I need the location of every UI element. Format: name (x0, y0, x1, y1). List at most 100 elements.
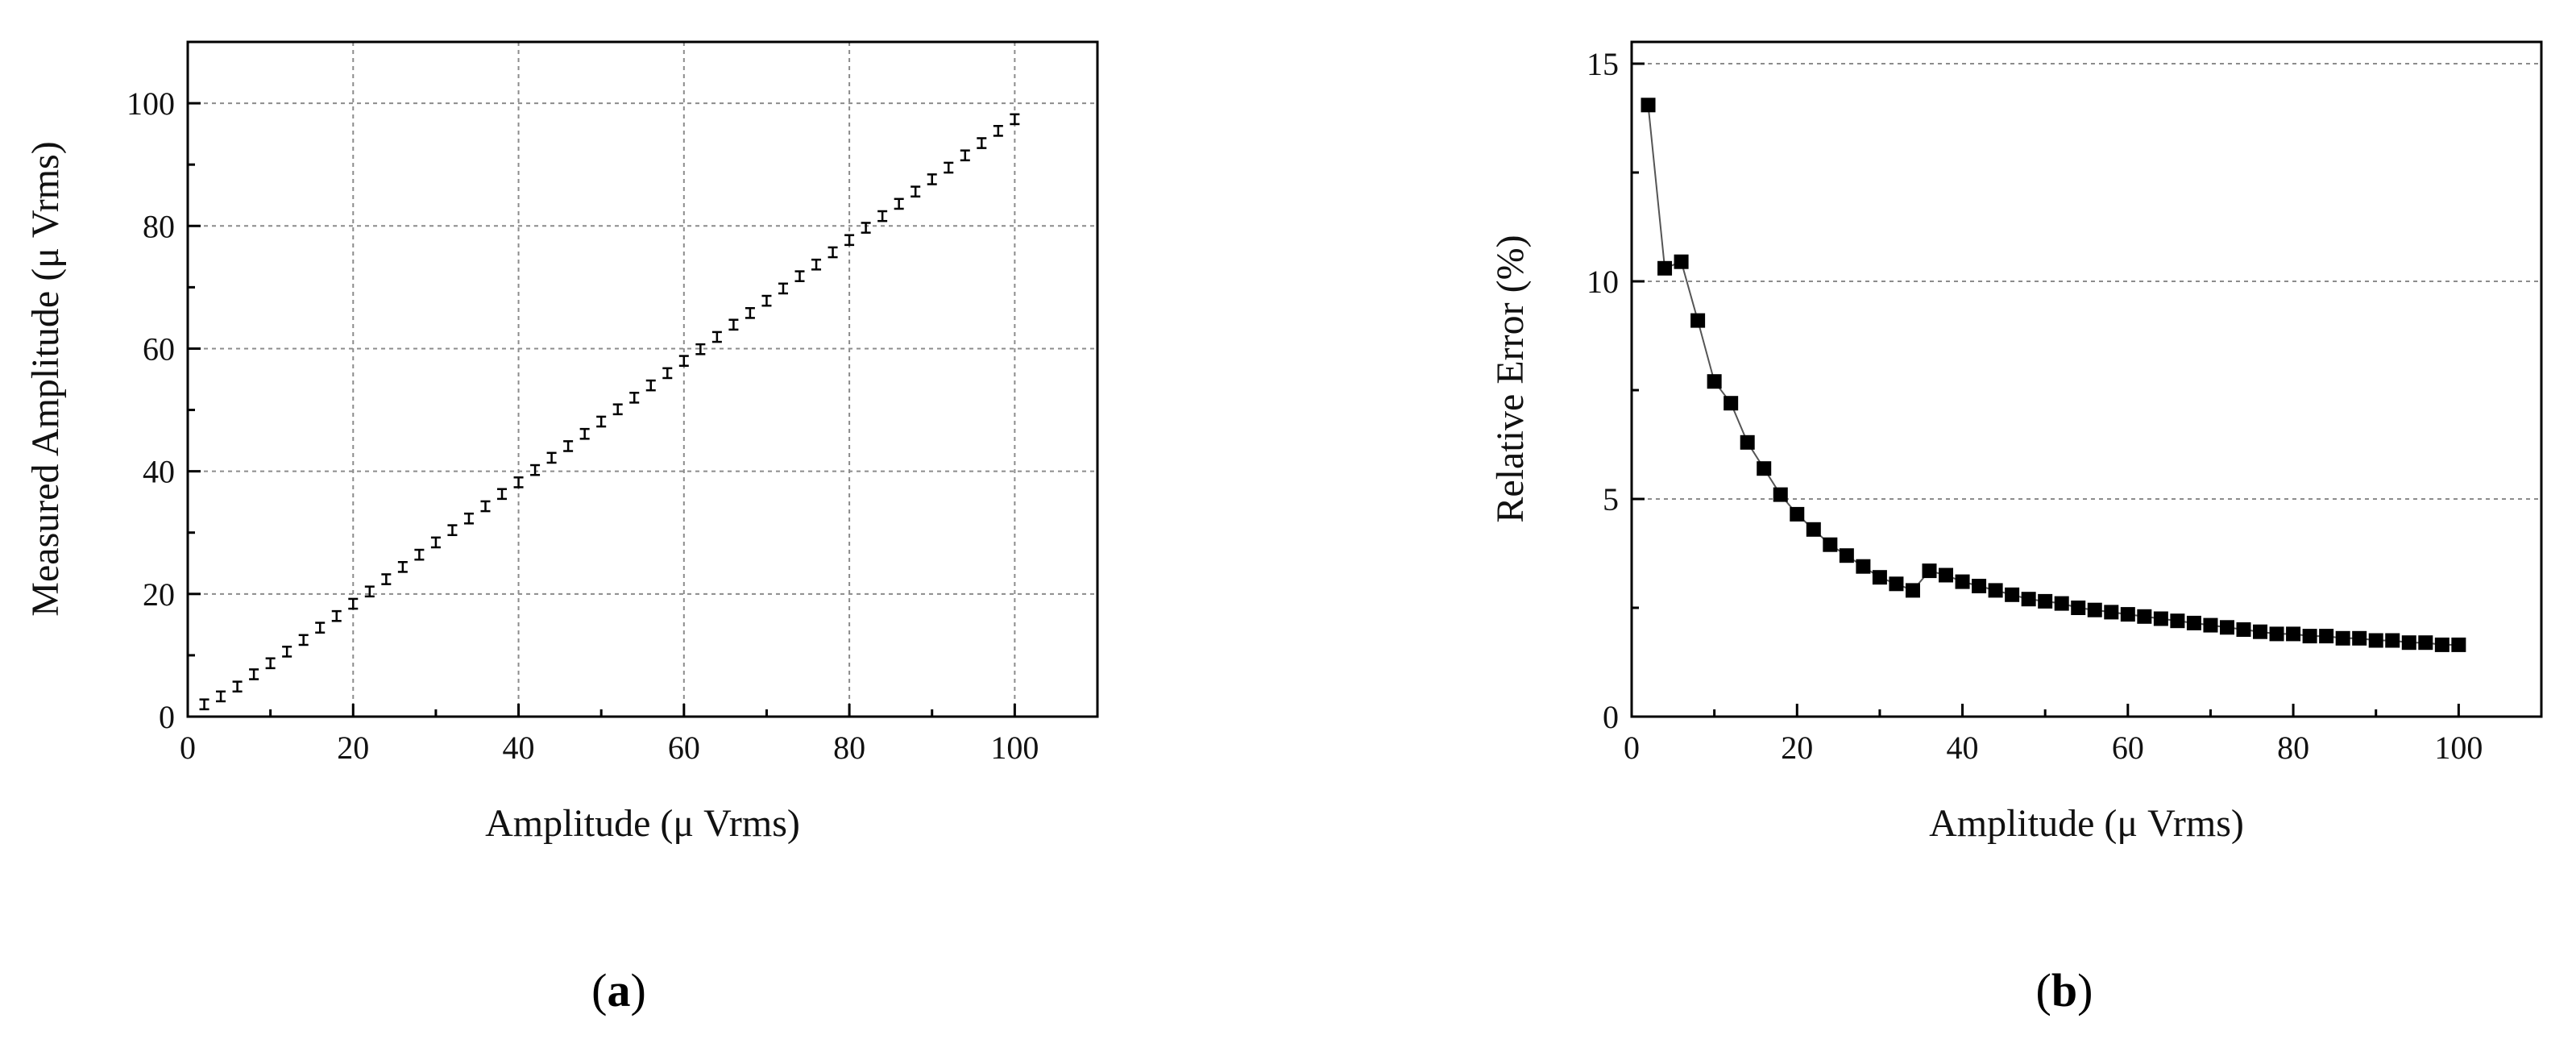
data-point-27 (629, 391, 640, 404)
data-point-24 (2021, 592, 2036, 607)
x-tick-label-20: 20 (337, 730, 369, 766)
data-point-10 (348, 597, 359, 610)
data-point-7 (1740, 434, 1755, 450)
y-tick-label-80: 80 (143, 208, 175, 244)
data-point-48 (2418, 635, 2433, 651)
data-point-29 (2104, 605, 2119, 620)
data-point-3 (1674, 254, 1689, 269)
x-tick-label-100: 100 (990, 730, 1039, 766)
data-point-43 (894, 197, 904, 210)
y-tick-label-20: 20 (143, 576, 175, 613)
data-point-5 (1707, 374, 1722, 389)
y-tick-label-100: 100 (127, 85, 175, 122)
data-point-47 (960, 149, 970, 162)
data-point-43 (2335, 630, 2350, 646)
data-point-20 (1955, 574, 1970, 589)
data-point-33 (2170, 613, 2185, 629)
data-point-4 (1690, 313, 1706, 328)
data-point-31 (695, 343, 706, 355)
data-point-34 (745, 306, 755, 319)
data-point-15 (1872, 570, 1887, 585)
chart-a: 0 20 40 60 80 100 0 20 40 60 80 100 Amplitude (μ Vrm… (24, 40, 1099, 845)
data-point-30 (2120, 607, 2135, 622)
panel-label-a: (a) (591, 964, 646, 1017)
x-tick-label-0: 0 (1624, 730, 1640, 766)
data-point-41 (2302, 629, 2317, 644)
data-point-18 (480, 500, 491, 513)
x-axis-label: Amplitude (μ Vrms) (1929, 802, 2244, 845)
data-point-14 (1856, 559, 1871, 574)
data-point-4 (249, 668, 259, 680)
data-point-26 (612, 403, 623, 416)
data-point-36 (778, 282, 788, 295)
data-point-37 (2236, 622, 2251, 637)
data-point-50 (2451, 637, 2466, 652)
data-point-21 (530, 464, 541, 476)
y-tick-label-10: 10 (1587, 264, 1619, 300)
y-tick-label-60: 60 (143, 331, 175, 367)
data-point-13 (397, 561, 408, 573)
data-point-33 (728, 318, 739, 331)
data-point-11 (364, 585, 375, 598)
data-point-19 (1939, 567, 1954, 583)
data-point-14 (414, 548, 425, 561)
x-tick-label-100: 100 (2434, 730, 2483, 766)
data-point-9 (1773, 487, 1788, 502)
data-point-35 (2203, 617, 2218, 633)
data-point-8 (315, 622, 326, 634)
x-tick-label-40: 40 (1947, 730, 1979, 766)
data-point-5 (265, 657, 276, 670)
data-point-13 (1839, 548, 1854, 563)
data-point-42 (2319, 629, 2334, 644)
data-point-21 (1972, 579, 1987, 593)
data-point-9 (331, 609, 342, 622)
data-point-12 (381, 573, 392, 585)
y-axis-label: Measured Amplitude (μ Vrms) (24, 141, 67, 616)
data-point-34 (2186, 615, 2201, 630)
data-point-6 (282, 646, 292, 658)
data-point-37 (794, 270, 805, 283)
data-point-50 (1010, 113, 1020, 126)
data-point-39 (828, 246, 838, 259)
data-point-45 (927, 173, 937, 185)
data-point-22 (546, 451, 557, 464)
data-point-28 (2087, 602, 2102, 617)
data-point-44 (2352, 630, 2367, 646)
data-point-41 (861, 222, 871, 234)
data-point-46 (2385, 633, 2400, 648)
x-tick-label-20: 20 (1781, 730, 1813, 766)
y-tick-label-40: 40 (143, 454, 175, 490)
y-axis-label: Relative Error (%) (1489, 235, 1532, 522)
data-point-38 (2253, 624, 2268, 639)
data-point-20 (513, 476, 524, 489)
data-point-31 (2137, 609, 2152, 624)
data-point-42 (877, 210, 888, 222)
data-point-1 (199, 698, 209, 711)
data-point-26 (2054, 596, 2069, 611)
data-point-35 (761, 294, 772, 307)
data-point-45 (2368, 633, 2383, 648)
data-point-11 (1806, 522, 1821, 537)
data-point-8 (1757, 461, 1772, 476)
panel-label-b: (b) (2036, 964, 2093, 1017)
y-tick-label-0: 0 (1603, 699, 1619, 735)
x-tick-label-60: 60 (668, 730, 700, 766)
data-point-49 (993, 124, 1003, 137)
data-point-1 (1641, 98, 1656, 113)
data-point-3 (232, 680, 243, 693)
x-tick-label-60: 60 (2112, 730, 2144, 766)
data-point-10 (1790, 506, 1805, 522)
data-point-47 (2401, 635, 2416, 651)
data-point-19 (497, 488, 508, 501)
data-point-28 (645, 379, 656, 392)
data-point-16 (447, 524, 458, 537)
data-point-25 (2038, 593, 2053, 609)
data-point-23 (563, 440, 574, 452)
data-point-2 (216, 690, 226, 703)
data-point-25 (596, 415, 607, 428)
data-point-32 (711, 331, 722, 343)
x-tick-label-80: 80 (2277, 730, 2309, 766)
y-tick-label-0: 0 (159, 699, 175, 735)
data-point-6 (1724, 396, 1739, 411)
